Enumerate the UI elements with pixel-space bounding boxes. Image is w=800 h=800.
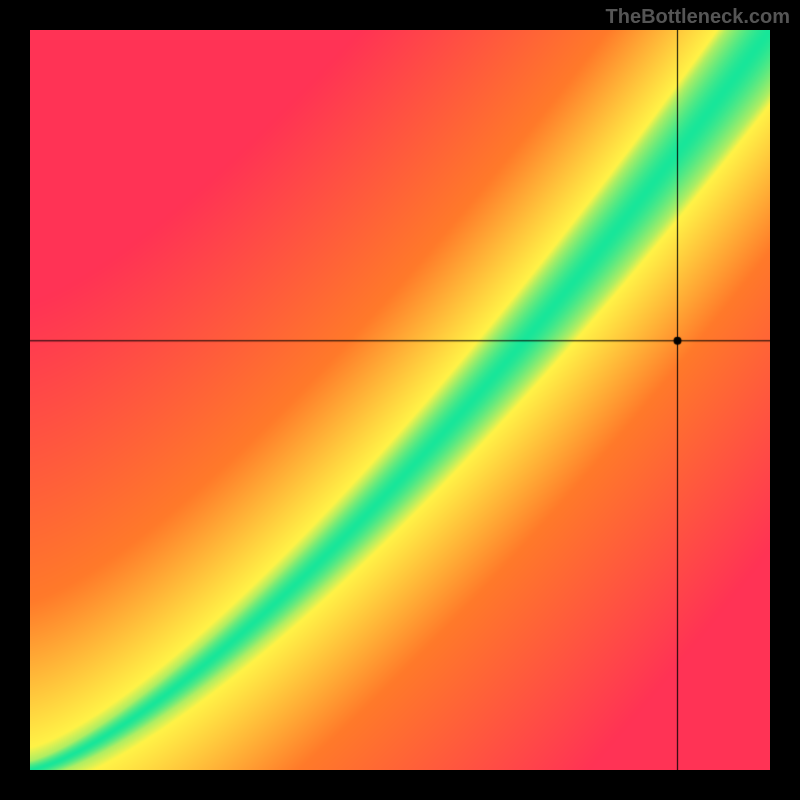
- heatmap-canvas: [30, 30, 770, 770]
- chart-container: TheBottleneck.com: [0, 0, 800, 800]
- heatmap-area: [30, 30, 770, 770]
- watermark-text: TheBottleneck.com: [606, 6, 790, 29]
